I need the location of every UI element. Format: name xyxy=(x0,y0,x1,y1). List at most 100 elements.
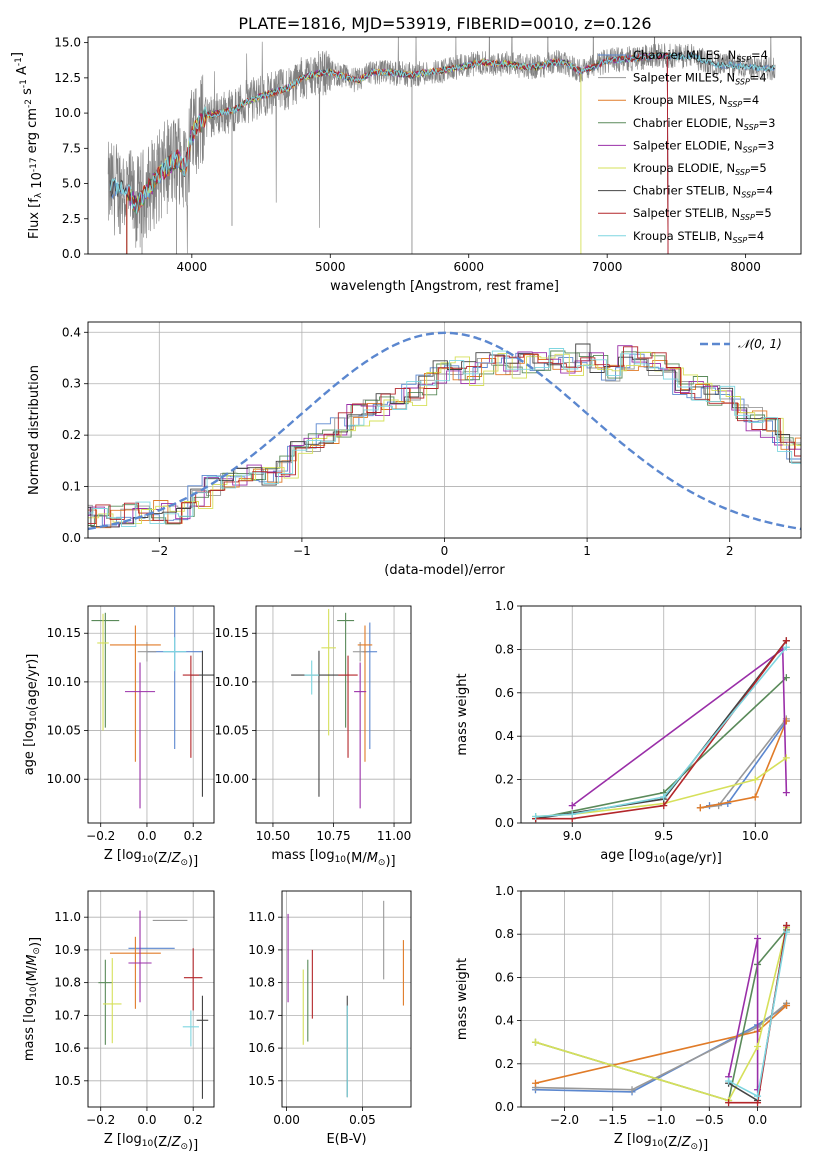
y-tick-label: 10.8 xyxy=(248,976,275,990)
y-tick-label: 11.0 xyxy=(54,910,81,924)
x-axis-label: mass [log10(M/M⊙)] xyxy=(271,848,395,869)
legend-label-chabrier-elodie: Chabrier ELODIE, NSSP=3 xyxy=(633,116,775,132)
x-tick-label: 8000 xyxy=(730,260,761,274)
age-vs-Z-plot-area xyxy=(91,606,214,809)
x-tick-label: −0.5 xyxy=(695,1113,724,1127)
weight-marker-salpeter-miles xyxy=(715,802,723,810)
x-axis-label: Z [log10(Z/Z⊙)] xyxy=(614,1132,708,1153)
y-tick-label: 11.0 xyxy=(248,910,275,924)
y-tick-label: 10.10 xyxy=(215,675,249,689)
weight-marker-salpeter-stelib xyxy=(782,637,790,645)
weight-marker-kroupa-stelib xyxy=(532,812,540,820)
y-tick-label: 10.10 xyxy=(47,675,81,689)
y-tick-label: 10.00 xyxy=(215,772,249,786)
x-tick-label: 4000 xyxy=(177,260,208,274)
x-tick-label: 9.5 xyxy=(654,829,673,843)
y-tick-label: 0.2 xyxy=(62,428,81,442)
normal-distribution-curve xyxy=(88,331,801,531)
weight-marker-kroupa-stelib xyxy=(782,643,790,651)
legend-label-salpeter-miles: Salpeter MILES, NSSP=4 xyxy=(633,71,767,87)
y-tick-label: 10.15 xyxy=(215,626,249,640)
plots-layer: 4000 5000 6000 7000 80000.02.55.07.510.012.5… xyxy=(10,36,802,1153)
weight-marker-kroupa-stelib xyxy=(754,1092,762,1100)
weight-marker-salpeter-stelib xyxy=(725,1099,733,1107)
legend-label-salpeter-stelib: Salpeter STELIB, NSSP=5 xyxy=(633,206,772,222)
y-tick-label: 0.8 xyxy=(495,642,514,656)
mass-vs-EBV-plot-area xyxy=(287,900,404,1098)
weight-marker-kroupa-elodie xyxy=(782,754,790,762)
weight-marker-kroupa-miles xyxy=(751,793,759,801)
y-tick-label: 10.5 xyxy=(248,1074,275,1088)
y-tick-label: 10.00 xyxy=(47,772,81,786)
x-tick-label: 0.0 xyxy=(137,1113,156,1127)
x-tick-label: −1.5 xyxy=(598,1113,627,1127)
age-vs-mass-panel: 10.50 10.75 11.00 10.00 10.05 10.10 10.15 mass … xyxy=(215,605,412,869)
y-axis-label: Flux [fλ 10-17 erg cm-2 s-1 A-1] xyxy=(10,52,45,239)
x-tick-label: 0.05 xyxy=(349,1113,376,1127)
y-axis-label: Normed distribution xyxy=(27,365,42,495)
weight-marker-kroupa-elodie xyxy=(754,1043,762,1051)
y-tick-label: 0.0 xyxy=(495,816,514,830)
y-tick-label: 10.0 xyxy=(54,106,81,120)
y-tick-label: 10.8 xyxy=(54,976,81,990)
weight-marker-kroupa-elodie xyxy=(531,1038,539,1046)
x-tick-label: 11.00 xyxy=(377,829,411,843)
histogram-chabrier-elodie xyxy=(88,350,801,526)
histogram-kroupa-elodie xyxy=(88,352,801,525)
residuals-plot-area xyxy=(88,331,801,531)
x-tick-label: 1 xyxy=(583,544,591,558)
weight-vs-age-panel: 9.0 9.5 10.0 0.0 0.2 0.4 0.6 0.8 1.0 age [log10(a… xyxy=(455,599,802,866)
weight-vs-Z-plot-area xyxy=(531,922,791,1107)
y-tick-label: 0.0 xyxy=(62,531,81,545)
y-tick-label: 10.7 xyxy=(54,1008,81,1022)
y-axis-label: mass weight xyxy=(455,673,470,755)
y-tick-label: 1.0 xyxy=(495,884,514,898)
y-tick-label: 10.05 xyxy=(47,724,81,738)
weight-marker-kroupa-stelib xyxy=(783,928,791,936)
weight-vs-Z-panel: −2.0 −1.5 −1.0 −0.5 0.0 0.0 0.2 0.4 0.6 0.8 1.0 Z [… xyxy=(455,884,802,1153)
y-tick-label: 10.9 xyxy=(248,943,275,957)
weight-vs-age-plot-area xyxy=(532,637,790,823)
histogram-chabrier-miles xyxy=(88,352,801,526)
axes-frame xyxy=(87,36,802,255)
y-tick-label: 0.8 xyxy=(495,927,514,941)
x-axis-label: wavelength [Angstrom, rest frame] xyxy=(330,279,559,294)
x-tick-label: 6000 xyxy=(453,260,484,274)
x-tick-label: 0 xyxy=(441,544,449,558)
x-tick-label: 10.0 xyxy=(742,829,769,843)
y-tick-label: 10.6 xyxy=(248,1041,275,1055)
weight-line-kroupa-stelib xyxy=(535,646,788,818)
legend-label-normal: 𝒩(0, 1) xyxy=(738,337,782,351)
axes-frame xyxy=(87,605,215,824)
residuals-panel: −2 −1 0 1 2 0.0 0.1 0.2 0.3 0.4 (data-model)/error… xyxy=(27,321,802,578)
y-tick-label: 0.4 xyxy=(495,729,514,743)
weight-marker-salpeter-miles xyxy=(628,1086,636,1094)
y-tick-label: 15.0 xyxy=(54,36,81,50)
mass-vs-EBV-panel: 0.00 0.05 10.5 10.6 10.7 10.8 10.9 11.0 E(B-V) xyxy=(248,890,412,1147)
weight-marker-salpeter-elodie xyxy=(568,802,576,810)
y-tick-label: 10.5 xyxy=(54,1074,81,1088)
spectrum-plot-area xyxy=(107,37,776,254)
x-axis-label: (data-model)/error xyxy=(384,563,505,578)
x-tick-label: −2.0 xyxy=(550,1113,579,1127)
x-axis-label: Z [log10(Z/Z⊙)] xyxy=(104,1132,198,1153)
mass-vs-Z-panel: −0.2 0.0 0.2 10.5 10.6 10.7 10.8 10.9 11.0 Z [log… xyxy=(22,890,215,1153)
y-tick-label: 0.4 xyxy=(495,1014,514,1028)
axes-frame xyxy=(520,605,802,824)
y-tick-label: 0.2 xyxy=(495,1057,514,1071)
weight-line-kroupa-elodie xyxy=(535,927,788,1102)
y-tick-label: 2.5 xyxy=(62,212,81,226)
axes-frame xyxy=(87,890,215,1108)
y-tick-label: 0.1 xyxy=(62,480,81,494)
figure-title: PLATE=1816, MJD=53919, FIBERID=0010, z=0… xyxy=(238,14,651,33)
spectrum-panel: 4000 5000 6000 7000 8000 0.0 2.5 5.0 7.5 10.0 12.5… xyxy=(10,36,802,294)
weight-marker-salpeter-elodie xyxy=(782,789,790,797)
x-tick-label: −1.0 xyxy=(646,1113,675,1127)
weight-marker-salpeter-stelib xyxy=(783,922,791,930)
y-tick-label: 10.9 xyxy=(54,943,81,957)
x-axis-label: E(B-V) xyxy=(326,1132,366,1147)
x-tick-label: 0.0 xyxy=(748,1113,767,1127)
y-tick-label: 10.6 xyxy=(54,1041,81,1055)
observed-spectrum-line xyxy=(107,37,776,254)
